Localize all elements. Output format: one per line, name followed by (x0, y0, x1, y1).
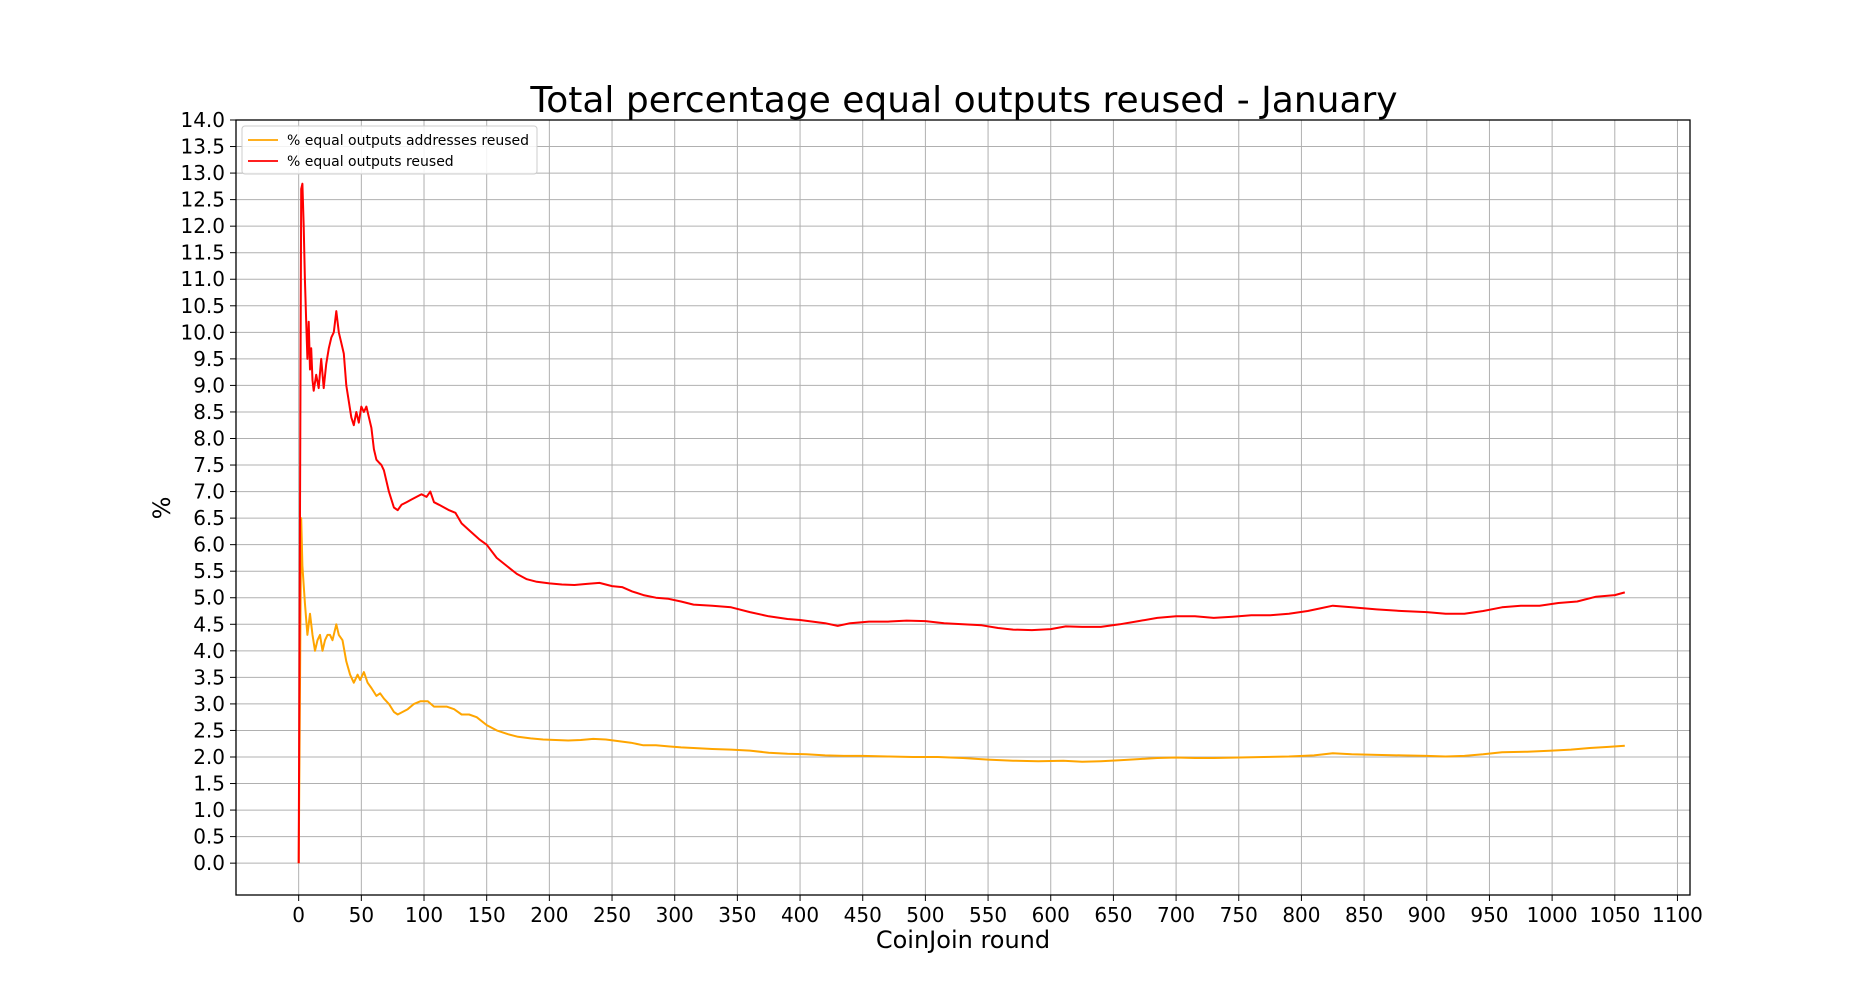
y-tick-label: 13.5 (180, 135, 225, 159)
legend-frame (241, 125, 538, 175)
x-tick-label: 0 (292, 903, 305, 927)
y-tick-label: 4.5 (193, 612, 225, 636)
x-tick-label: 750 (1220, 903, 1258, 927)
x-tick-label: 500 (906, 903, 944, 927)
x-tick-label: 800 (1282, 903, 1320, 927)
y-tick-label: 5.5 (193, 559, 225, 583)
x-tick-label: 600 (1032, 903, 1070, 927)
x-tick-label: 450 (844, 903, 882, 927)
y-axis-ticks: 0.00.5 1.01.5 2.0 2.53.0 3.54.0 4.55.0 5.56.0 6… (180, 108, 236, 875)
x-tick-label: 300 (656, 903, 694, 927)
y-tick-label: 4.0 (193, 639, 225, 663)
y-tick-label: 2.5 (193, 718, 225, 742)
x-tick-label: 1000 (1527, 903, 1578, 927)
y-axis-label: % (148, 497, 176, 520)
grid (236, 119, 1690, 895)
legend-label-outputs-reused: % equal outputs reused (287, 154, 454, 170)
y-tick-label: 9.0 (193, 373, 225, 397)
x-axis-ticks: 0 50 100 150 200 250 300 350 400 450 500 550 600 650 7… (292, 895, 1703, 927)
plot-frame (235, 119, 1691, 896)
x-tick-label: 250 (593, 903, 631, 927)
x-tick-label: 50 (349, 903, 374, 927)
series-line-outputs-reused (297, 182, 1626, 864)
y-tick-label: 0.5 (193, 825, 225, 849)
x-tick-label: 700 (1157, 903, 1195, 927)
x-tick-label: 950 (1470, 903, 1508, 927)
x-tick-label: 400 (781, 903, 819, 927)
x-tick-label: 850 (1345, 903, 1383, 927)
x-tick-label: 650 (1094, 903, 1132, 927)
x-tick-label: 1050 (1589, 903, 1640, 927)
y-tick-label: 13.0 (180, 161, 225, 185)
x-tick-label: 350 (718, 903, 756, 927)
x-tick-label: 200 (530, 903, 568, 927)
y-tick-label: 11.5 (180, 241, 225, 265)
chart-title: Total percentage equal outputs reused - … (529, 80, 1397, 121)
y-tick-label: 8.0 (193, 426, 225, 450)
x-tick-label: 1100 (1652, 903, 1703, 927)
x-tick-label: 100 (405, 903, 443, 927)
x-tick-label: 550 (969, 903, 1007, 927)
x-tick-label: 150 (468, 903, 506, 927)
x-axis-label: CoinJoin round (876, 926, 1050, 954)
y-tick-label: 3.5 (193, 665, 225, 689)
series-line-addresses-reused (297, 517, 1625, 864)
y-tick-label: 7.0 (193, 480, 225, 504)
y-tick-label: 14.0 (180, 108, 225, 132)
y-tick-label: 10.0 (180, 320, 225, 344)
y-tick-label: 1.5 (193, 772, 225, 796)
y-tick-label: 1.0 (193, 798, 225, 822)
y-tick-label: 8.5 (193, 400, 225, 424)
y-tick-label: 5.0 (193, 586, 225, 610)
y-tick-label: 11.0 (180, 267, 225, 291)
y-tick-label: 6.5 (193, 506, 225, 530)
y-tick-label: 3.0 (193, 692, 225, 716)
y-tick-label: 12.5 (180, 188, 225, 212)
series-lines (297, 182, 1626, 864)
y-tick-label: 9.5 (193, 347, 225, 371)
legend-label-addresses-reused: % equal outputs addresses reused (287, 133, 529, 149)
y-tick-label: 2.0 (193, 745, 225, 769)
x-tick-label: 900 (1408, 903, 1446, 927)
y-tick-label: 6.0 (193, 533, 225, 557)
y-tick-label: 0.0 (193, 851, 225, 875)
legend: % equal outputs addresses reused % equal… (241, 125, 538, 175)
y-tick-label: 7.5 (193, 453, 225, 477)
y-tick-label: 12.0 (180, 214, 225, 238)
y-tick-label: 10.5 (180, 294, 225, 318)
